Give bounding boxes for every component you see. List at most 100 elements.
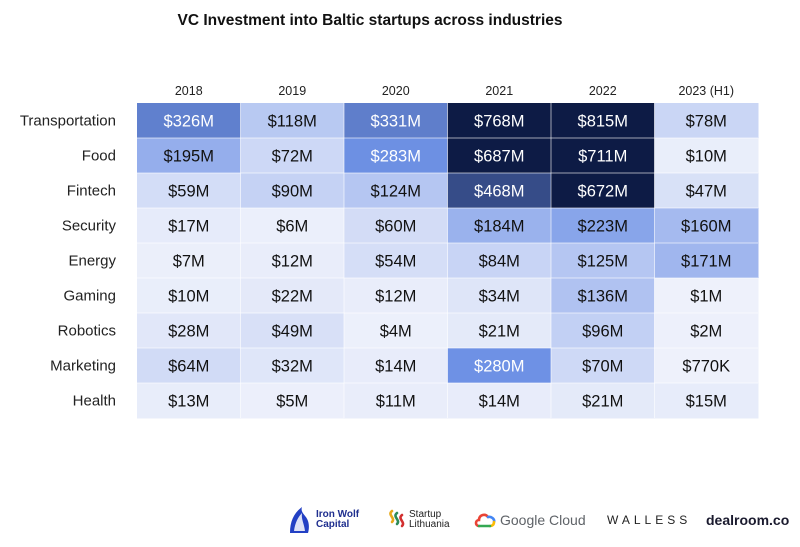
row-label: Transportation (20, 113, 116, 130)
wolf-icon (290, 507, 309, 533)
heatmap-cell (240, 348, 345, 384)
heatmap-cell (654, 173, 759, 209)
heatmap-cell (137, 348, 241, 384)
dealroom-logo-text: dealroom.co (706, 512, 790, 528)
heatmap-cell (240, 313, 345, 349)
google-cloud-logo: Google Cloud (474, 500, 586, 540)
heatmap-cell (551, 208, 655, 244)
cell-value-label: $125M (578, 253, 628, 271)
partner-logos: Iron Wolf Capital Startup Lithuania Goog… (0, 500, 800, 540)
cell-value-label: $34M (479, 288, 520, 306)
heatmap-cell (551, 278, 655, 314)
heatmap-cell (654, 278, 759, 314)
cell-value-label: $54M (375, 253, 416, 271)
heatmap-cell (344, 278, 448, 314)
heatmap-cell (551, 103, 655, 139)
heatmap-cell (137, 208, 241, 244)
column-label: 2020 (382, 84, 410, 98)
iron-wolf-logo-text: Iron Wolf Capital (316, 509, 360, 530)
heatmap-cell (344, 383, 448, 419)
startup-lithuania-logo: Startup Lithuania (386, 500, 459, 540)
cell-value-label: $331M (371, 113, 421, 131)
cell-value-label: $5M (276, 393, 308, 411)
cell-value-label: $184M (474, 218, 524, 236)
cell-value-label: $14M (375, 358, 416, 376)
cell-value-label: $78M (686, 113, 727, 131)
cell-value-label: $672M (578, 183, 628, 201)
heatmap-cell (344, 138, 448, 174)
heatmap-cell (447, 278, 552, 314)
heatmap-cell (551, 383, 655, 419)
row-label: Health (73, 393, 116, 410)
cell-value-label: $84M (479, 253, 520, 271)
heatmap-cell (654, 383, 759, 419)
heatmap-cell (447, 173, 552, 209)
row-label: Gaming (63, 288, 116, 305)
heatmap-chart: 2018 2019 2020 2021 2022 2023 (H1) Transportat… (20, 84, 759, 419)
heatmap-cell (551, 348, 655, 384)
heatmap-cell (654, 313, 759, 349)
heatmap-cell (137, 173, 241, 209)
cell-value-label: $22M (272, 288, 313, 306)
cell-value-label: $70M (582, 358, 623, 376)
cell-value-label: $90M (272, 183, 313, 201)
heatmap-cell (551, 313, 655, 349)
cell-value-label: $96M (582, 323, 623, 341)
row-label: Energy (68, 253, 116, 270)
column-label: 2022 (589, 84, 617, 98)
heatmap-cell (447, 313, 552, 349)
cell-value-label: $6M (276, 218, 308, 236)
chart-title: VC Investment into Baltic startups acros… (177, 12, 563, 29)
cell-value-label: $13M (168, 393, 209, 411)
heatmap-cell (137, 278, 241, 314)
cell-value-label: $14M (479, 393, 520, 411)
cell-value-label: $195M (164, 148, 214, 166)
heatmap-cell (654, 138, 759, 174)
dealroom-logo: dealroom.co (706, 500, 789, 540)
cell-value-label: $326M (164, 113, 214, 131)
heatmap-cell (240, 383, 345, 419)
cell-value-label: $49M (272, 323, 313, 341)
heatmap-cell (240, 278, 345, 314)
heatmap-cell (447, 138, 552, 174)
heatmap-cell (447, 383, 552, 419)
heatmap-cell (137, 243, 241, 279)
walless-logo-text: WALLESS (607, 513, 692, 527)
cell-value-label: $160M (681, 218, 731, 236)
cell-value-label: $815M (578, 113, 628, 131)
row-label: Fintech (67, 183, 116, 200)
startup-lithuania-icon (389, 509, 405, 528)
column-label: 2018 (175, 84, 203, 98)
heatmap-cell (551, 173, 655, 209)
heatmap-cell (654, 208, 759, 244)
cell-value-label: $283M (371, 148, 421, 166)
cell-value-label: $136M (578, 288, 628, 306)
cell-value-label: $21M (582, 393, 623, 411)
heatmap-cell (344, 313, 448, 349)
column-label: 2023 (H1) (678, 84, 734, 98)
cell-value-label: $11M (376, 393, 416, 411)
cell-value-label: $32M (272, 358, 313, 376)
heatmap-cell (137, 313, 241, 349)
cell-value-label: $124M (371, 183, 421, 201)
cell-value-label: $64M (168, 358, 209, 376)
google-cloud-icon (474, 513, 496, 528)
cell-value-label: $711M (578, 148, 627, 166)
cell-value-label: $2M (690, 323, 722, 341)
cell-value-label: $12M (272, 253, 313, 271)
cell-value-label: $47M (686, 183, 727, 201)
row-label: Food (82, 148, 116, 165)
row-label: Robotics (58, 323, 116, 340)
row-label: Security (62, 218, 117, 235)
heatmap-cell (240, 138, 345, 174)
cell-value-label: $687M (474, 148, 524, 166)
heatmap-cell (137, 103, 241, 139)
cell-value-label: $768M (474, 113, 524, 131)
google-cloud-logo-text: Google Cloud (500, 512, 586, 528)
heatmap-cell (654, 103, 759, 139)
walless-logo: WALLESS (607, 500, 691, 540)
heatmap-cell (654, 348, 759, 384)
cell-value-label: $468M (474, 183, 524, 201)
heatmap-cell (447, 243, 552, 279)
heatmap-cell (344, 243, 448, 279)
